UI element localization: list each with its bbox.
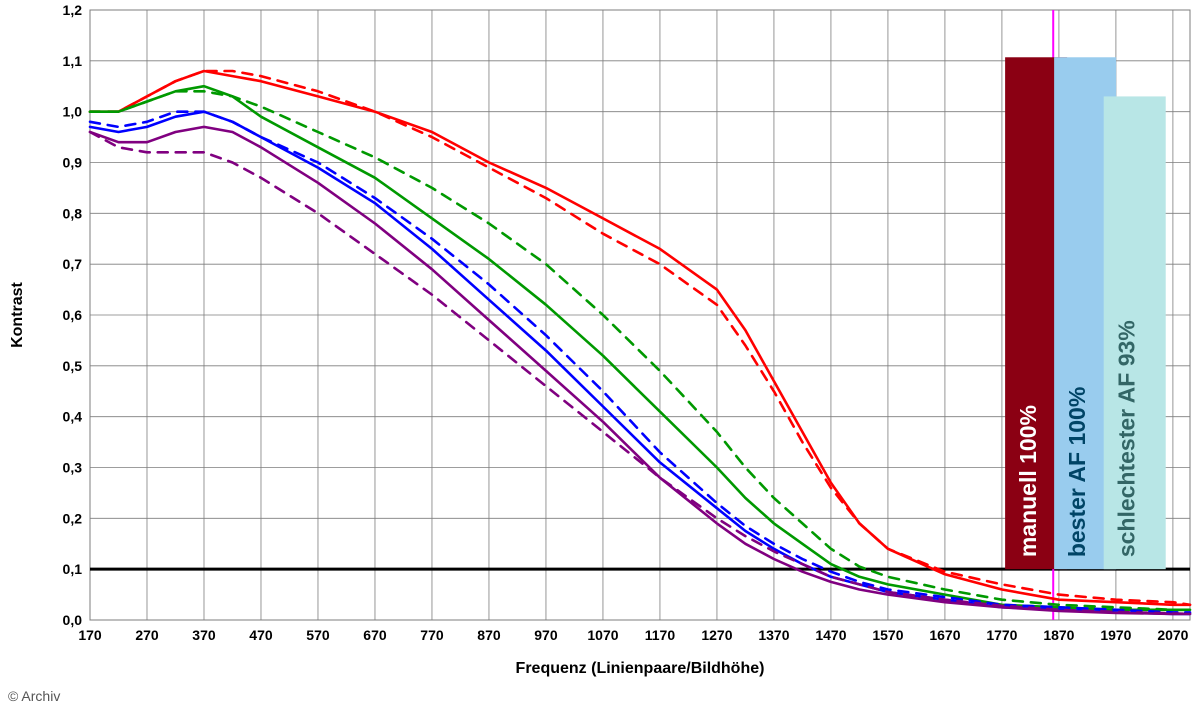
bar-label: bester AF 100%	[1064, 387, 1090, 557]
svg-text:770: 770	[420, 627, 444, 643]
svg-text:270: 270	[135, 627, 159, 643]
svg-text:0,1: 0,1	[63, 561, 83, 577]
svg-text:370: 370	[192, 627, 216, 643]
svg-text:0,9: 0,9	[63, 155, 83, 171]
svg-text:1170: 1170	[645, 627, 676, 643]
svg-text:1,0: 1,0	[63, 104, 83, 120]
svg-text:1670: 1670	[929, 627, 960, 643]
svg-text:0,8: 0,8	[63, 205, 83, 221]
svg-text:470: 470	[249, 627, 273, 643]
svg-text:0,7: 0,7	[63, 256, 83, 272]
svg-text:1970: 1970	[1100, 627, 1131, 643]
svg-text:0,3: 0,3	[63, 460, 83, 476]
bar-label: manuell 100%	[1015, 405, 1041, 557]
svg-text:670: 670	[363, 627, 387, 643]
svg-text:0,4: 0,4	[63, 409, 83, 425]
svg-text:0,6: 0,6	[63, 307, 83, 323]
svg-text:Frequenz (Linienpaare/Bildhöhe: Frequenz (Linienpaare/Bildhöhe)	[516, 660, 765, 677]
svg-text:Kontrast: Kontrast	[9, 281, 26, 347]
mtf-chart-svg: manuell 100% bester AF 100% schlechtester …	[0, 0, 1200, 685]
svg-text:570: 570	[306, 627, 330, 643]
svg-text:2070: 2070	[1157, 627, 1188, 643]
svg-text:0,0: 0,0	[63, 612, 83, 628]
svg-text:1070: 1070	[587, 627, 618, 643]
svg-text:1870: 1870	[1043, 627, 1074, 643]
chart-container: manuell 100% bester AF 100% schlechtester …	[0, 0, 1200, 685]
svg-text:1,2: 1,2	[63, 2, 83, 18]
bar-label: schlechtester AF 93%	[1114, 320, 1140, 557]
svg-text:1770: 1770	[986, 627, 1017, 643]
svg-text:870: 870	[477, 627, 501, 643]
svg-text:170: 170	[78, 627, 102, 643]
image-credit: © Archiv	[8, 688, 60, 704]
svg-text:1470: 1470	[815, 627, 846, 643]
svg-text:970: 970	[534, 627, 558, 643]
svg-text:1,1: 1,1	[63, 53, 83, 69]
svg-text:1370: 1370	[758, 627, 789, 643]
svg-text:0,5: 0,5	[63, 358, 83, 374]
svg-text:0,2: 0,2	[63, 510, 83, 526]
svg-text:1270: 1270	[701, 627, 732, 643]
svg-text:1570: 1570	[872, 627, 903, 643]
